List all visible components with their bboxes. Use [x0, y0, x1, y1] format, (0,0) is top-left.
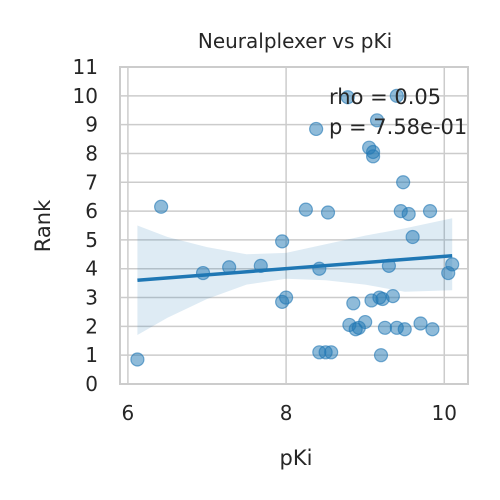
data-point — [446, 258, 459, 271]
y-tick-label: 11 — [73, 55, 98, 79]
y-tick-label: 3 — [85, 286, 98, 310]
annotation-p-value: p = 7.58e-01 — [329, 115, 467, 139]
y-tick-label: 0 — [85, 372, 98, 396]
y-axis-label: Rank — [31, 199, 55, 252]
data-point — [406, 231, 419, 244]
data-point — [276, 235, 289, 248]
data-point — [347, 297, 360, 310]
data-point — [359, 316, 372, 329]
y-tick-label: 9 — [85, 113, 98, 137]
y-tick-label: 1 — [85, 343, 98, 367]
data-point — [155, 200, 168, 213]
annotation-rho: rho = 0.05 — [329, 85, 441, 109]
data-point — [397, 176, 410, 189]
data-point — [367, 150, 380, 163]
x-tick-label: 10 — [432, 401, 457, 425]
y-tick-label: 2 — [85, 314, 98, 338]
data-point — [310, 122, 323, 135]
x-axis-label: pKi — [280, 446, 313, 470]
data-point — [131, 353, 144, 366]
data-point — [322, 206, 335, 219]
data-point — [325, 346, 338, 359]
data-point — [280, 291, 293, 304]
chart-title: Neuralplexer vs pKi — [198, 29, 392, 53]
data-point — [402, 207, 415, 220]
y-tick-label: 5 — [85, 228, 98, 252]
data-point — [378, 321, 391, 334]
y-tick-label: 7 — [85, 170, 98, 194]
data-point — [426, 323, 439, 336]
data-point — [424, 205, 437, 218]
data-point — [375, 349, 388, 362]
y-tick-label: 10 — [73, 84, 98, 108]
y-tick-label: 4 — [85, 257, 98, 281]
y-tick-label: 6 — [85, 199, 98, 223]
data-point — [398, 323, 411, 336]
x-tick-label: 6 — [122, 401, 135, 425]
data-point — [386, 290, 399, 303]
y-tick-label: 8 — [85, 141, 98, 165]
data-point — [299, 203, 312, 216]
data-point — [414, 317, 427, 330]
x-tick-label: 8 — [280, 401, 293, 425]
